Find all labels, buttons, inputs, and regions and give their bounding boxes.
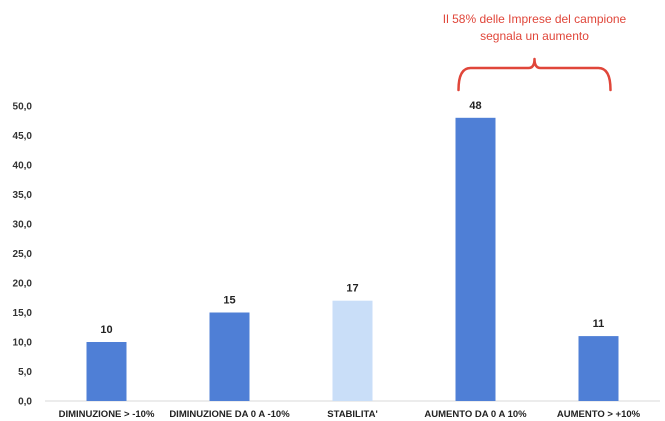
y-tick-label: 0,0 [18,397,32,408]
category-labels: DIMINUZIONE > -10% DIMINUZIONE DA 0 A -10… [59,409,641,420]
annotation-line-1: Il 58% delle Imprese del campione [443,12,627,26]
y-tick-label: 30,0 [13,220,33,231]
bar [578,336,619,401]
annotation-brace [457,57,612,92]
category-label: DIMINUZIONE > -10% [59,409,155,420]
y-tick-label: 10,0 [13,338,33,349]
category-label: AUMENTO DA 0 A 10% [424,409,527,420]
bar [86,342,127,401]
category-label: DIMINUZIONE DA 0 A -10% [169,409,290,420]
y-tick-label: 45,0 [13,131,33,142]
y-tick-label: 15,0 [13,308,33,319]
annotation: Il 58% delle Imprese del campione segnal… [443,12,627,92]
data-labels: 10 15 17 48 11 [100,100,604,336]
bar [455,117,496,402]
category-label: AUMENTO > +10% [557,409,641,420]
y-axis-ticks: 0,0 5,0 10,0 15,0 20,0 25,0 30,0 35,0 40,0 45,0 50… [13,102,33,408]
y-tick-label: 20,0 [13,279,33,290]
bars [86,117,619,402]
data-label: 10 [100,324,112,336]
y-tick-label: 25,0 [13,249,33,260]
bar [209,312,250,401]
annotation-line-2: segnala un aumento [480,29,589,43]
data-label: 48 [469,100,481,112]
data-label: 17 [346,283,358,295]
y-tick-label: 5,0 [18,367,32,378]
data-label: 15 [223,295,235,307]
y-tick-label: 35,0 [13,190,33,201]
category-label: STABILITA' [327,409,377,420]
y-tick-label: 40,0 [13,161,33,172]
bar [332,300,373,401]
data-label: 11 [593,318,605,330]
y-tick-label: 50,0 [13,102,33,113]
